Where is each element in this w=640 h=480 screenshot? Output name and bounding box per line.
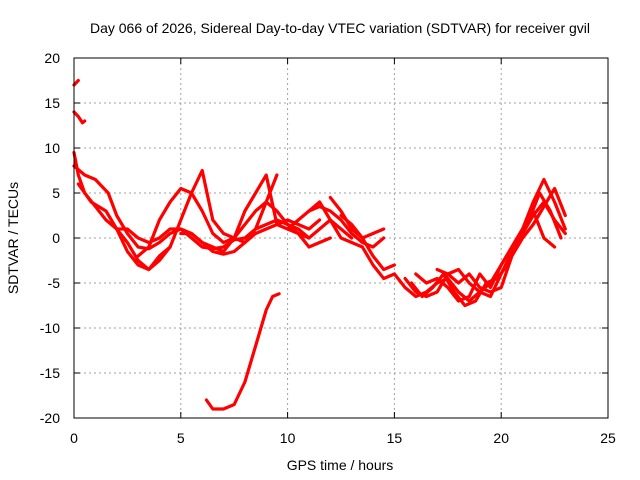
y-tick-label: 0 xyxy=(52,230,60,246)
y-tick-label: 20 xyxy=(44,50,60,66)
series-line-s8 xyxy=(179,173,354,254)
series-line-s11 xyxy=(307,200,396,281)
series-layer xyxy=(72,78,567,411)
y-tick-label: -15 xyxy=(40,365,60,381)
x-axis-title: GPS time / hours xyxy=(287,457,394,473)
y-tick-label: -10 xyxy=(40,320,60,336)
series-line-s17 xyxy=(414,209,557,303)
x-tick-label: 10 xyxy=(280,430,296,446)
y-tick-label: 10 xyxy=(44,140,60,156)
chart-title: Day 066 of 2026, Sidereal Day-to-day VTE… xyxy=(90,20,590,36)
y-tick-label: 15 xyxy=(44,95,60,111)
series-line-s15 xyxy=(403,200,567,299)
x-tick-label: 20 xyxy=(493,430,509,446)
series-line-s7 xyxy=(136,186,332,258)
x-tick-label: 25 xyxy=(600,430,616,446)
series-line-s3 xyxy=(72,150,172,272)
series-line-s13 xyxy=(339,213,396,272)
series-line-s9 xyxy=(204,292,281,411)
y-tick-label: 5 xyxy=(52,185,60,201)
x-tick-label: 15 xyxy=(387,430,403,446)
series-line-s18 xyxy=(435,186,567,294)
tick-layer: 0 5 10 15 20 25 -20 -15 -10 -5 0 5 10 15 20 xyxy=(40,50,616,446)
series-line-s2 xyxy=(72,110,87,125)
x-tick-label: 5 xyxy=(177,430,185,446)
x-tick-label: 0 xyxy=(70,430,78,446)
y-tick-label: -20 xyxy=(40,410,60,426)
y-tick-label: -5 xyxy=(48,275,61,291)
series-line-s1 xyxy=(72,78,80,87)
y-axis-title: SDTVAR / TECUs xyxy=(5,182,21,294)
